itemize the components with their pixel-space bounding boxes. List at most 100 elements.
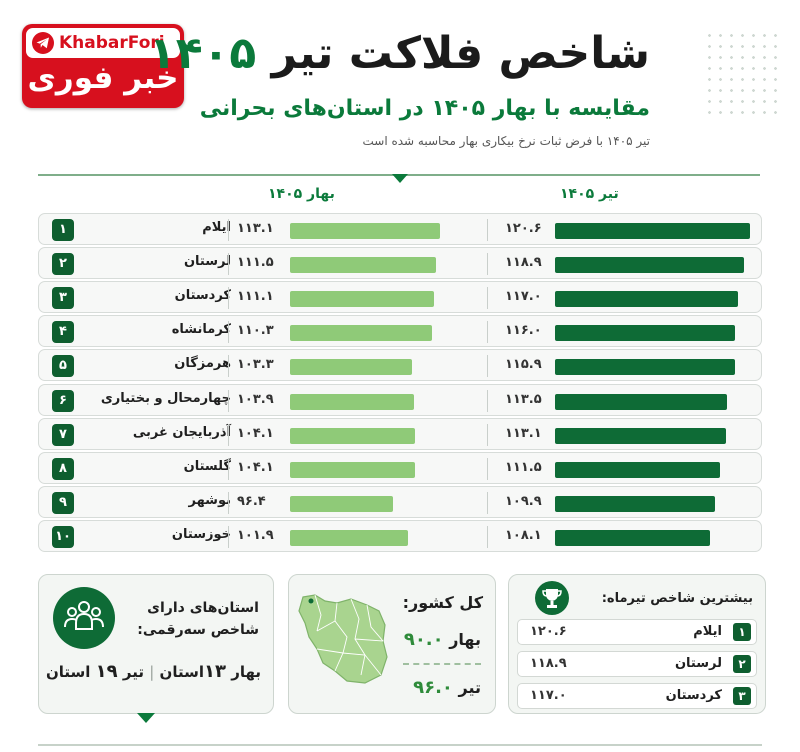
tir-bar [555,461,721,478]
top-province-name: کردستان [665,688,722,703]
row-separator [487,253,488,276]
tir-bar [555,393,727,410]
logo-text-fa: خبر فوری [27,60,179,96]
top-province-value: ۱۱۷.۰ [530,688,567,703]
tir-bar [555,291,739,308]
tir-bar [555,529,710,546]
bahar-count: ۱۳ [203,661,226,682]
logo-text-en: KhabarFori [59,33,165,53]
bahar-value-label: ۱۱۱.۱ [237,289,274,305]
page-note: تیر ۱۴۰۵ با فرض ثبات نرخ بیکاری بهار محا… [362,134,650,148]
top-rank-badge: ۲ [733,655,751,673]
rank-badge: ۴ [52,321,74,344]
province-label: کرمانشاه [171,322,231,338]
trophy-icon [535,581,569,615]
province-label: بوشهر [188,492,232,508]
chart-row: ۷ آذربایجان غربی ۱۰۴.۱ ۱۱۳.۱ [38,417,762,450]
bahar-bar [290,393,415,410]
title-text: شاخص فلاکت تیر [256,28,650,79]
national-dashed-divider [403,663,481,665]
bahar-bar [290,495,393,512]
row-separator [228,457,229,480]
tir-value-label: ۱۱۶.۰ [505,323,542,339]
bahar-value-label: ۱۰۳.۳ [237,357,274,373]
province-label: هرمزگان [174,356,231,372]
tir-value-label: ۱۰۸.۱ [505,527,542,543]
national-total-card: کل کشور: بهار ۹۰.۰ تیر ۹۶.۰ [288,574,496,714]
national-bahar-value: ۹۰.۰ [403,629,444,650]
bahar-label: بهار [231,663,261,681]
top-rank-badge: ۳ [733,687,751,705]
tir-value-label: ۱۲۰.۶ [505,221,542,236]
bahar-bar [290,223,441,239]
tir-bar [555,359,735,376]
row-separator [228,389,229,412]
logo-top-strip: KhabarFori [26,28,180,58]
province-label: گلستان [183,458,231,474]
bahar-bar [290,529,409,546]
tir-value-label: ۱۱۳.۱ [505,425,542,441]
summary-separator: | [149,663,155,681]
rank-badge: ۱۰ [52,525,74,548]
bahar-unit: استان [159,663,204,681]
national-tir-row: تیر ۹۶.۰ [413,677,481,698]
province-label: چهارمحال و بختیاری [100,390,231,406]
tir-bar [555,257,745,274]
khabarfori-logo: KhabarFori خبر فوری [22,24,184,108]
row-separator [487,457,488,480]
row-separator [487,355,488,378]
chart-row: ۶ چهارمحال و بختیاری ۱۰۳.۹ ۱۱۳.۵ [38,383,762,416]
tir-value-label: ۱۱۳.۵ [505,391,542,407]
people-icon [53,587,115,649]
tir-value-label: ۱۱۸.۹ [505,255,542,271]
top-province-value: ۱۲۰.۶ [530,624,567,639]
tir-bar [555,325,735,342]
card-left-title: استان‌های دارای شاخص سه‌رقمی: [119,597,259,641]
column-header-bahar: بهار ۱۴۰۵ [268,186,335,202]
chart-row: ۴ کرمانشاه ۱۱۰.۳ ۱۱۶.۰ [38,315,762,348]
bahar-bar [290,427,415,444]
chart-row: ۱ ایلام ۱۱۳.۱ ۱۲۰.۶ [38,213,762,245]
bahar-value-label: ۱۰۱.۹ [237,527,274,543]
card-left-title-line1: استان‌های دارای [147,600,259,616]
divider-arrow [392,174,408,183]
top-provinces-card: بیشترین شاخص تیرماه: ۱ ایلام ۱۲۰.۶ ۲ لرستان ۱… [508,574,766,714]
chart-row: ۹ بوشهر ۹۶.۴ ۱۰۹.۹ [38,485,762,518]
province-label: خوزستان [171,526,231,542]
chart-row: ۵ هرمزگان ۱۰۳.۳ ۱۱۵.۹ [38,349,762,382]
national-bahar-label: بهار [449,630,481,649]
row-separator [487,423,488,446]
tir-bar [555,495,716,512]
three-digit-provinces-card: استان‌های دارای شاخص سه‌رقمی: بهار ۱۳است… [38,574,274,714]
title-year: ۱۴۰۵ [148,28,257,79]
row-separator [228,525,229,548]
decorative-dots [704,30,784,120]
top-province-row: ۲ لرستان ۱۱۸.۹ [517,651,757,677]
national-tir-value: ۹۶.۰ [413,677,453,698]
card-left-title-line2: شاخص سه‌رقمی: [137,622,259,638]
bahar-value-label: ۱۱۰.۳ [237,323,274,339]
bahar-value-label: ۱۰۳.۹ [237,391,274,407]
card-left-summary: بهار ۱۳استان | تیر ۱۹ استان [45,661,261,682]
row-separator [487,219,488,241]
bahar-value-label: ۱۱۱.۵ [237,255,274,271]
tir-bar [555,223,750,239]
top-rank-badge: ۱ [733,623,751,641]
row-separator [487,491,488,514]
province-label: لرستان [183,254,231,270]
column-header-tir: تیر ۱۴۰۵ [560,186,619,202]
top-province-row: ۱ ایلام ۱۲۰.۶ [517,619,757,645]
row-separator [487,525,488,548]
tir-unit: استان [45,663,91,681]
chart-row: ۳ کردستان ۱۱۱.۱ ۱۱۷.۰ [38,281,762,314]
row-separator [228,355,229,378]
national-tir-label: تیر [458,678,482,697]
row-separator [228,423,229,446]
top-province-value: ۱۱۸.۹ [530,656,567,671]
rank-badge: ۷ [52,423,74,446]
row-separator [228,321,229,344]
rank-badge: ۶ [52,389,74,412]
row-separator [228,491,229,514]
top-province-row: ۳ کردستان ۱۱۷.۰ [517,683,757,709]
chart-row: ۸ گلستان ۱۰۴.۱ ۱۱۱.۵ [38,451,762,484]
